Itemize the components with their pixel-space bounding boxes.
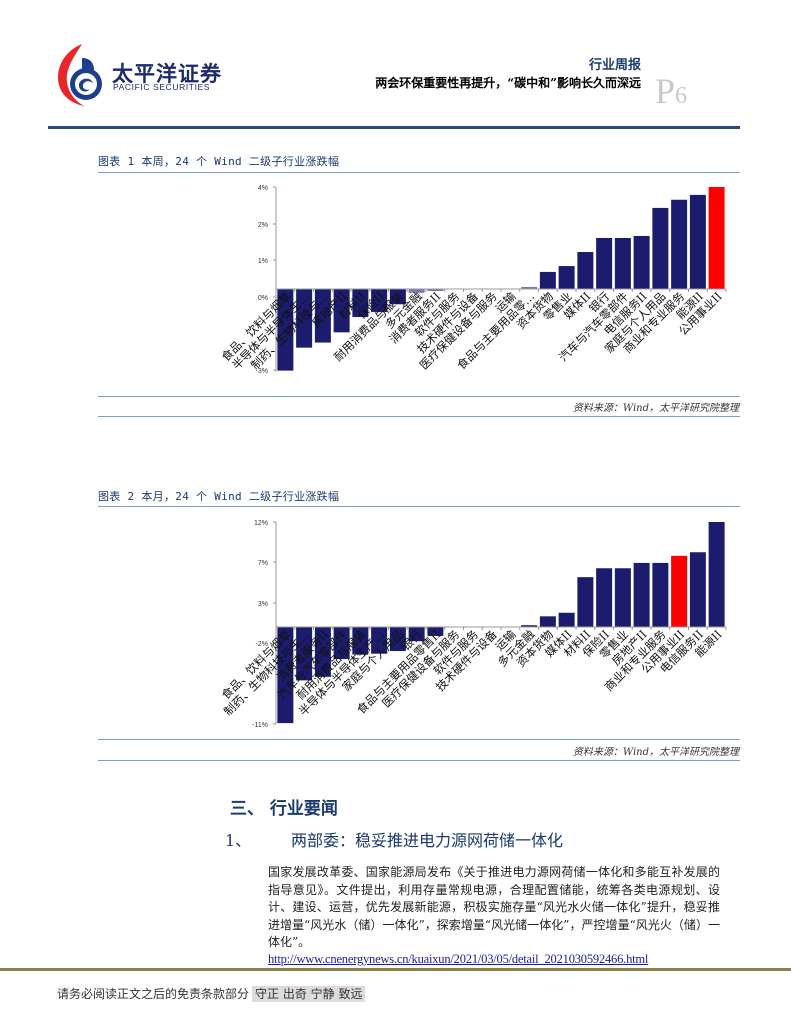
- bar: [596, 568, 613, 627]
- page-prefix: P: [655, 71, 676, 111]
- figure-1-bar-chart: 4% 2% 1% 0% -3% 食品、饮料与烟草 半导体与半导体生… 制药、生物科技与… 房地产…: [98, 176, 740, 391]
- bar: [708, 187, 725, 289]
- bar: [352, 289, 369, 318]
- bar: [539, 271, 556, 289]
- figure-2-source: 资料来源：Wind，太平洋研究院整理: [572, 747, 739, 758]
- figure-1-source-rule: [98, 416, 740, 417]
- bar: [427, 627, 444, 636]
- bar: [521, 625, 538, 627]
- figure-2-top-rule: [98, 506, 740, 507]
- figure-1-source: 资料来源：Wind，太平洋研究院整理: [572, 403, 739, 414]
- bar: [614, 568, 631, 627]
- bar: [296, 627, 313, 681]
- logo-english-name: PACIFIC SECURITIES: [113, 82, 211, 92]
- y-tick-label: 2%: [258, 222, 268, 229]
- footer-disclaimer: 请务必阅读正文之后的免责条款部分: [57, 987, 250, 1001]
- bar: [633, 235, 650, 289]
- bar: [371, 289, 388, 312]
- bar: [577, 252, 594, 289]
- news-item-heading: 1、 两部委：稳妥推进电力源网荷储一体化: [225, 827, 563, 851]
- bar: [277, 627, 294, 724]
- header-divider: [48, 126, 740, 129]
- y-tick-label: -11%: [252, 722, 268, 729]
- bar: [352, 627, 369, 655]
- bar: [333, 289, 350, 333]
- figure-2-bar-chart: 12% 7% 3% -2% -11% 食品、饮料与烟草 制药、生物科技与生… 消费者服务II 汽…: [98, 510, 740, 735]
- y-tick-label: -2%: [256, 641, 268, 648]
- bar: [277, 289, 294, 371]
- bar: [577, 577, 594, 627]
- figure-2-bottom-rule: [98, 739, 740, 740]
- bar: [671, 555, 688, 627]
- y-tick-label: 0%: [258, 295, 268, 302]
- company-logo-icon: [52, 42, 112, 108]
- news-source-link[interactable]: http://www.cnenergynews.cn/kuaixun/2021/…: [268, 952, 649, 966]
- bar: [614, 238, 631, 289]
- bar: [689, 194, 706, 289]
- report-title: 两会环保重要性再提升，“碳中和”影响长久而深远: [375, 76, 641, 90]
- bar: [689, 552, 706, 627]
- bar: [671, 199, 688, 289]
- y-tick-label: 12%: [254, 520, 268, 527]
- bar: [633, 562, 650, 627]
- bar: [389, 627, 406, 652]
- bar: [652, 562, 669, 627]
- news-item-title: 两部委：稳妥推进电力源网荷储一体化: [291, 831, 564, 850]
- footer: 请务必阅读正文之后的免责条款部分 守正 出奇 宁静 致远: [57, 985, 366, 1002]
- bar: [314, 289, 331, 343]
- figure-1-top-rule: [98, 172, 740, 173]
- figure-2-chart-svg: 12%7%3%-2%-11%食品、饮料与烟草制药、生物科技与生…消费者服务II汽…: [219, 520, 727, 729]
- footer-divider: [0, 968, 791, 971]
- page-number: P6: [655, 70, 687, 112]
- bar: [371, 627, 388, 654]
- figure-1-title: 图表 1 本周，24 个 Wind 二级子行业涨跌幅: [98, 155, 340, 168]
- bar: [408, 627, 425, 642]
- figure-2-source-rule: [98, 760, 740, 761]
- logo-chinese-name: 太平洋证券: [112, 62, 222, 86]
- bar: [652, 207, 669, 289]
- news-paragraph: 国家发展改革委、国家能源局发布《关于推进电力源网荷储一体化和多能互补发展的指导意…: [268, 865, 720, 949]
- y-tick-label: 4%: [258, 185, 268, 192]
- report-type: 行业周报: [588, 58, 641, 73]
- figure-2-title: 图表 2 本月，24 个 Wind 二级子行业涨跌幅: [98, 490, 340, 503]
- footer-motto: 守正 出奇 宁静 致远: [252, 986, 366, 1002]
- bar: [596, 238, 613, 289]
- bar: [521, 286, 538, 289]
- bar: [427, 289, 444, 292]
- bar: [558, 612, 575, 627]
- bar: [408, 289, 425, 293]
- bar: [708, 521, 725, 627]
- bar: [558, 266, 575, 289]
- figure-1-chart-svg: 4%2%1%0%-3%食品、饮料与烟草半导体与半导体生…制药、生物科技与…房地产…: [219, 185, 727, 375]
- bar: [389, 289, 406, 305]
- y-tick-label: -3%: [256, 368, 268, 375]
- y-tick-label: 1%: [258, 258, 268, 265]
- page-number-value: 6: [675, 83, 688, 109]
- bar: [314, 627, 331, 677]
- news-item-number: 1、: [225, 831, 252, 850]
- y-tick-label: 3%: [258, 601, 268, 608]
- figure-1-bottom-rule: [98, 396, 740, 397]
- section-heading: 三、 行业要闻: [230, 799, 338, 819]
- bar: [333, 627, 350, 660]
- bar: [539, 616, 556, 627]
- y-tick-label: 7%: [258, 560, 268, 567]
- bar: [296, 289, 313, 348]
